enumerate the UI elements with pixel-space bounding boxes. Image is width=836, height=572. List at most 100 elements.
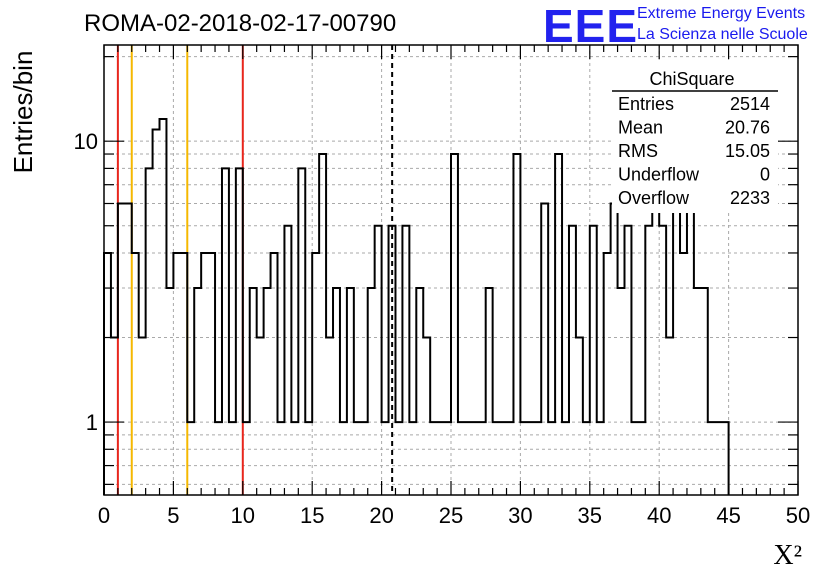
histogram-bin xyxy=(382,422,389,495)
histogram-bin xyxy=(590,226,597,495)
histogram-bin xyxy=(520,422,527,495)
histogram-bin xyxy=(402,226,409,495)
x-tick-label: 15 xyxy=(300,503,324,528)
stats-value: 0 xyxy=(760,165,770,185)
histogram-bin xyxy=(361,422,368,495)
histogram-bin xyxy=(500,422,507,495)
histogram-bin xyxy=(625,226,632,495)
histogram-bin xyxy=(687,203,694,495)
histogram-bin xyxy=(472,422,479,495)
histogram-bin xyxy=(187,422,194,495)
histogram-bin xyxy=(347,288,354,495)
axis-layer: 0 5 10 15 20 25 30 35 40 45 50 1 10 Entries/bin X² xyxy=(8,44,810,571)
histogram-bin xyxy=(375,226,382,495)
x-tick-label: 40 xyxy=(647,503,671,528)
histogram-bin xyxy=(194,288,201,495)
histogram-bin xyxy=(222,168,229,495)
histogram-bin xyxy=(340,422,347,495)
histogram-bin xyxy=(465,422,472,495)
histogram-bin xyxy=(680,253,687,495)
histogram-bin xyxy=(618,288,625,495)
histogram-bin xyxy=(333,288,340,495)
x-tick-label: 45 xyxy=(716,503,740,528)
histogram-bin xyxy=(264,288,271,495)
histogram-bin xyxy=(694,288,701,495)
histogram-bin xyxy=(416,288,423,495)
histogram-bin xyxy=(645,226,652,495)
histogram-bin xyxy=(458,422,465,495)
histogram-bin xyxy=(319,154,326,495)
histogram-bin xyxy=(368,288,375,495)
histogram-bin xyxy=(312,253,319,495)
histogram-bin xyxy=(423,338,430,495)
histogram-bin xyxy=(173,253,180,495)
histogram-bin xyxy=(271,253,278,495)
histogram-bin xyxy=(250,288,257,495)
histogram-bin xyxy=(555,154,562,495)
histogram-bin xyxy=(666,338,673,495)
stats-box: ChiSquare Entries 2514 Mean 20.76 RMS 15.05 Und… xyxy=(612,63,778,213)
histogram-bin xyxy=(215,422,222,495)
histogram-bin xyxy=(722,422,729,495)
histogram-bin xyxy=(166,288,173,495)
histogram-bin xyxy=(146,168,153,495)
histogram-bin xyxy=(430,422,437,495)
logo-text: Extreme Energy Events La Scienza nelle S… xyxy=(637,3,808,45)
histogram-bin xyxy=(326,338,333,495)
histogram-bin xyxy=(139,338,146,495)
histogram-bin xyxy=(104,253,111,495)
histogram-bin xyxy=(534,422,541,495)
histogram-bin xyxy=(208,253,215,495)
histogram-bin xyxy=(548,422,555,495)
histogram-bin xyxy=(708,422,715,495)
histogram-bin xyxy=(513,154,520,495)
histogram-bin xyxy=(278,422,285,495)
histogram-bin xyxy=(409,422,416,495)
stats-value: 2514 xyxy=(730,94,770,114)
histogram-bin xyxy=(659,226,666,495)
histogram-bin xyxy=(631,422,638,495)
histogram-bin xyxy=(284,226,291,495)
histogram-layer xyxy=(103,117,730,495)
histogram-bin xyxy=(125,203,132,495)
histogram-bin xyxy=(201,253,208,495)
y-axis-label: Entries/bin xyxy=(8,51,38,174)
stats-label: Entries xyxy=(618,94,674,114)
stats-box-bg xyxy=(612,63,778,213)
histogram-bin xyxy=(583,422,590,495)
histogram-bin xyxy=(291,422,298,495)
histogram-bin xyxy=(153,130,160,495)
stats-value: 20.76 xyxy=(725,118,770,138)
stats-label: RMS xyxy=(618,141,658,161)
stats-value: 2233 xyxy=(730,188,770,208)
x-tick-label: 0 xyxy=(98,503,110,528)
histogram-bin xyxy=(180,253,187,495)
x-tick-label: 5 xyxy=(167,503,179,528)
histogram-bin xyxy=(638,422,645,495)
histogram-bin xyxy=(451,154,458,495)
stats-header: ChiSquare xyxy=(649,69,734,89)
histogram-bin xyxy=(437,422,444,495)
histogram-bin xyxy=(479,422,486,495)
stats-label: Mean xyxy=(618,118,663,138)
histogram-bin xyxy=(160,119,167,495)
histogram-bin xyxy=(298,168,305,495)
histogram-bin xyxy=(132,253,139,495)
histogram-bin xyxy=(507,422,514,495)
histogram-bin xyxy=(569,226,576,495)
histogram-bin xyxy=(527,422,534,495)
y-tick-label: 10 xyxy=(74,129,98,154)
histogram-bin xyxy=(486,288,493,495)
histogram-bin xyxy=(562,422,569,495)
y-tick-label: 1 xyxy=(86,410,98,435)
histogram-bin xyxy=(236,168,243,495)
histogram-bin xyxy=(652,203,659,495)
histogram-bin xyxy=(118,203,125,495)
histogram-bin xyxy=(541,203,548,495)
histogram-outline xyxy=(103,117,730,495)
histogram-bin xyxy=(493,422,500,495)
x-tick-label: 50 xyxy=(786,503,810,528)
histogram-bin xyxy=(257,338,264,495)
histogram-bin xyxy=(701,288,708,495)
